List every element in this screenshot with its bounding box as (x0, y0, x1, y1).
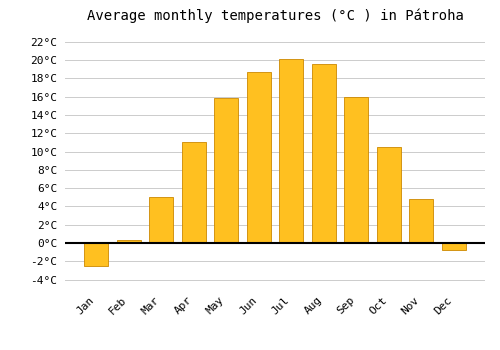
Bar (214, 98, 238, 243)
Bar (409, 199, 434, 243)
Bar (376, 147, 401, 243)
Bar (149, 197, 174, 243)
Title: Average monthly temperatures (°C ) in Pátroha: Average monthly temperatures (°C ) in Pá… (86, 8, 464, 23)
Bar (182, 142, 206, 243)
Bar (344, 97, 368, 243)
Bar (246, 72, 271, 243)
Bar (442, 243, 466, 250)
Bar (312, 64, 336, 243)
Bar (279, 59, 303, 243)
Bar (116, 240, 141, 243)
Bar (84, 243, 108, 266)
